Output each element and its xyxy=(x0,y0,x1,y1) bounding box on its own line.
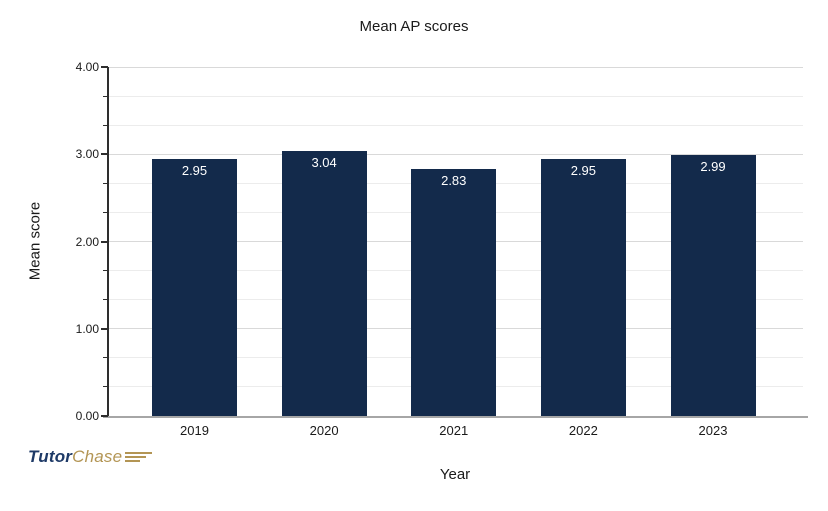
y-tick-label: 3.00 xyxy=(75,147,99,162)
bar-2022: 2.95 xyxy=(540,158,626,416)
bar-value-label: 2.95 xyxy=(181,162,208,178)
y-axis-tick xyxy=(103,124,108,126)
y-axis-tick xyxy=(103,386,108,388)
major-gridline xyxy=(108,66,803,68)
y-axis-tick xyxy=(103,182,108,184)
y-axis-tick xyxy=(101,240,108,243)
bar-value-label: 2.95 xyxy=(570,162,597,178)
minor-gridline xyxy=(108,95,803,97)
y-tick-label: 1.00 xyxy=(75,321,99,336)
minor-gridline xyxy=(108,124,803,126)
y-axis-tick xyxy=(103,299,108,301)
y-axis-tick xyxy=(103,211,108,213)
y-axis-title: Mean score xyxy=(26,201,44,281)
y-axis-tick xyxy=(101,327,108,330)
x-axis-line xyxy=(103,416,808,418)
bar-value-label: 2.99 xyxy=(700,159,726,175)
x-axis-title: Year xyxy=(439,466,471,483)
logo-text-chase: Chase xyxy=(72,447,123,466)
y-tick-label: 0.00 xyxy=(75,409,99,423)
y-axis-line xyxy=(107,67,109,417)
bar-2021: 2.83 xyxy=(411,169,497,416)
logo-text-tutor: Tutor xyxy=(28,447,73,466)
bar-value-label: 3.04 xyxy=(311,154,337,170)
y-axis-tick xyxy=(103,270,108,272)
x-tick-label: 2021 xyxy=(439,423,469,438)
y-axis-tick xyxy=(101,415,108,417)
y-axis-tick xyxy=(101,153,108,156)
y-tick-label: 2.00 xyxy=(75,234,99,249)
x-tick-label: 2020 xyxy=(309,423,339,438)
plot-area: 2.95 3.04 2.83 2.95 2.99 xyxy=(108,66,803,416)
x-tick-label: 2022 xyxy=(568,423,598,438)
x-tick-label: 2019 xyxy=(180,423,209,438)
bar-value-label: 2.83 xyxy=(441,173,467,189)
y-axis-tick xyxy=(101,66,108,68)
y-axis-tick xyxy=(103,95,108,97)
bar-2019: 2.95 xyxy=(152,158,237,416)
chart-title: Mean AP scores xyxy=(359,18,469,35)
speed-lines-icon xyxy=(125,452,153,462)
tutorchase-logo: Tutor Chase xyxy=(28,447,153,467)
bar-2023: 2.99 xyxy=(670,155,756,416)
bar-2020: 3.04 xyxy=(281,150,367,416)
major-gridline xyxy=(108,153,803,155)
y-tick-label: 4.00 xyxy=(75,60,99,74)
y-axis-tick xyxy=(103,357,108,359)
x-tick-label: 2023 xyxy=(698,423,728,438)
